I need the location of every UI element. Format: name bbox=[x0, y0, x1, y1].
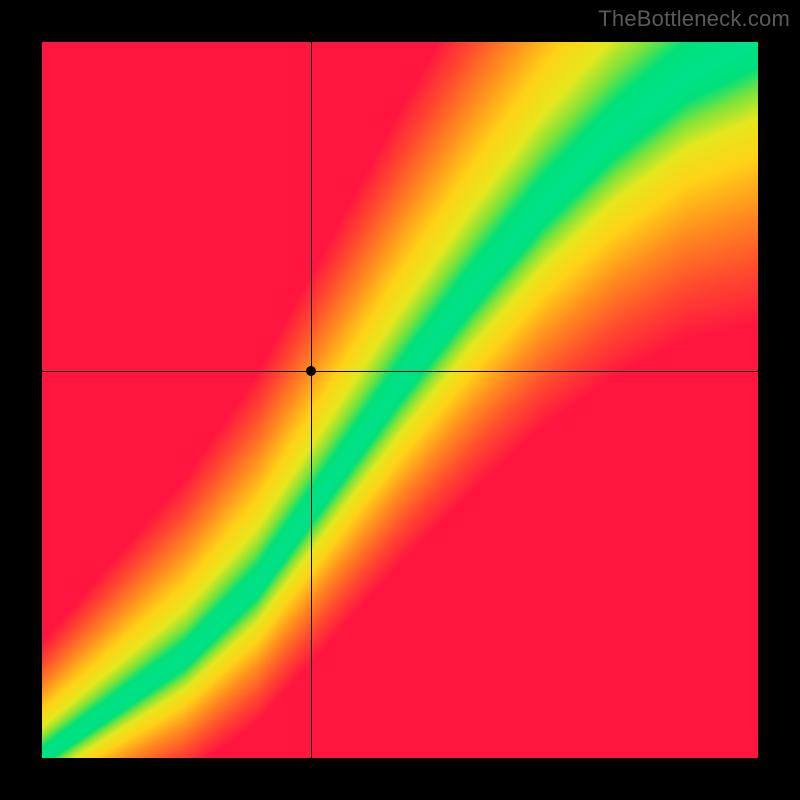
crosshair-marker bbox=[306, 366, 316, 376]
plot-area bbox=[42, 42, 758, 758]
crosshair-horizontal bbox=[42, 371, 758, 372]
attribution-text: TheBottleneck.com bbox=[598, 6, 790, 32]
bottleneck-heatmap bbox=[42, 42, 758, 758]
chart-outer-frame: TheBottleneck.com bbox=[0, 0, 800, 800]
crosshair-vertical bbox=[311, 42, 312, 758]
